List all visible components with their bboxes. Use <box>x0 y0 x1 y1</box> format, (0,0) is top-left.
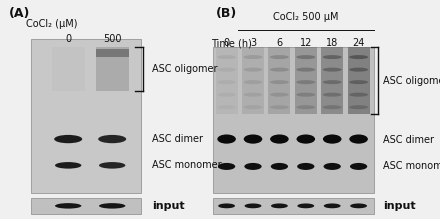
Ellipse shape <box>323 80 342 84</box>
Bar <box>96 49 129 57</box>
Ellipse shape <box>245 203 261 208</box>
Text: 6: 6 <box>276 38 282 48</box>
Ellipse shape <box>323 105 342 109</box>
Ellipse shape <box>323 163 341 170</box>
Ellipse shape <box>55 162 81 169</box>
Ellipse shape <box>349 80 368 84</box>
Ellipse shape <box>98 135 126 143</box>
Text: 0: 0 <box>224 38 230 48</box>
Text: ASC monomer: ASC monomer <box>152 160 221 170</box>
Ellipse shape <box>217 80 236 84</box>
Ellipse shape <box>270 134 289 144</box>
Bar <box>213 47 374 193</box>
Ellipse shape <box>218 203 235 208</box>
Ellipse shape <box>349 105 368 109</box>
Text: 0: 0 <box>65 34 71 44</box>
Ellipse shape <box>349 55 368 59</box>
Bar <box>348 47 370 114</box>
Ellipse shape <box>217 68 236 72</box>
Text: CoCl₂ 500 μM: CoCl₂ 500 μM <box>273 12 338 22</box>
Text: 18: 18 <box>326 38 338 48</box>
Ellipse shape <box>323 93 342 97</box>
Ellipse shape <box>244 134 262 144</box>
Ellipse shape <box>296 93 315 97</box>
Text: 500: 500 <box>103 34 121 44</box>
Text: 12: 12 <box>300 38 312 48</box>
Ellipse shape <box>296 55 315 59</box>
Ellipse shape <box>54 135 82 143</box>
Ellipse shape <box>243 105 263 109</box>
Text: 3: 3 <box>250 38 256 48</box>
Ellipse shape <box>323 134 341 144</box>
Text: ASC oligomer: ASC oligomer <box>383 76 440 86</box>
Ellipse shape <box>271 203 288 208</box>
Bar <box>321 47 343 114</box>
Bar <box>216 47 238 114</box>
Ellipse shape <box>349 68 368 72</box>
Ellipse shape <box>350 163 367 170</box>
Ellipse shape <box>323 68 342 72</box>
Ellipse shape <box>297 203 314 208</box>
Text: input: input <box>383 201 415 211</box>
Ellipse shape <box>217 134 236 144</box>
Ellipse shape <box>296 105 315 109</box>
Ellipse shape <box>324 203 341 208</box>
Ellipse shape <box>271 163 288 170</box>
Text: ASC monomer: ASC monomer <box>383 161 440 171</box>
Ellipse shape <box>244 163 262 170</box>
Bar <box>242 47 264 114</box>
Ellipse shape <box>243 68 263 72</box>
Bar <box>268 47 290 114</box>
Ellipse shape <box>270 105 289 109</box>
Ellipse shape <box>270 80 289 84</box>
Ellipse shape <box>323 55 342 59</box>
Text: ASC oligomer: ASC oligomer <box>152 64 217 74</box>
Bar <box>213 198 374 214</box>
Text: (A): (A) <box>9 7 30 19</box>
Bar <box>31 39 141 193</box>
Ellipse shape <box>296 80 315 84</box>
Bar <box>52 47 85 91</box>
Ellipse shape <box>297 163 315 170</box>
Bar <box>295 47 317 114</box>
Ellipse shape <box>55 203 81 208</box>
Ellipse shape <box>349 134 368 144</box>
Ellipse shape <box>296 68 315 72</box>
Ellipse shape <box>270 55 289 59</box>
Text: (B): (B) <box>216 7 237 19</box>
Ellipse shape <box>297 134 315 144</box>
Ellipse shape <box>218 163 235 170</box>
Ellipse shape <box>270 68 289 72</box>
Text: ASC dimer: ASC dimer <box>152 134 203 144</box>
Text: 24: 24 <box>352 38 365 48</box>
Bar <box>31 198 141 214</box>
Ellipse shape <box>243 93 263 97</box>
Ellipse shape <box>217 55 236 59</box>
Text: ASC dimer: ASC dimer <box>383 135 434 145</box>
Ellipse shape <box>99 162 125 169</box>
Text: input: input <box>152 201 184 211</box>
Ellipse shape <box>349 93 368 97</box>
Text: CoCl₂ (μM): CoCl₂ (μM) <box>26 19 78 29</box>
Ellipse shape <box>270 93 289 97</box>
Bar <box>96 47 129 91</box>
Ellipse shape <box>350 203 367 208</box>
Ellipse shape <box>243 55 263 59</box>
Text: Time (h): Time (h) <box>211 38 252 48</box>
Ellipse shape <box>243 80 263 84</box>
Ellipse shape <box>99 203 125 208</box>
Ellipse shape <box>217 105 236 109</box>
Ellipse shape <box>217 93 236 97</box>
